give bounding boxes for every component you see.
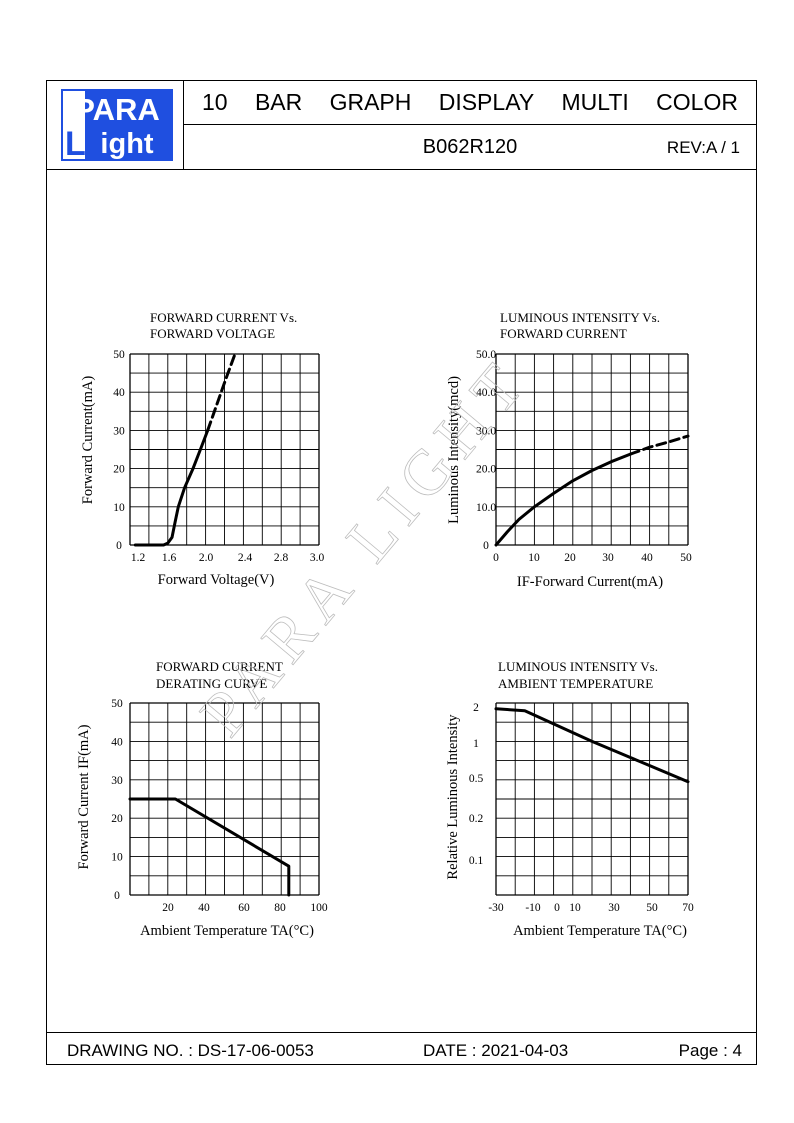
- x-axis-label: Forward Voltage(V): [158, 572, 275, 588]
- series-line-dashed: [206, 352, 237, 432]
- series-line-dashed: [628, 434, 690, 456]
- y-tick-label: 2: [473, 702, 479, 714]
- y-tick-label: 0: [116, 540, 122, 552]
- y-axis-label: Forward Current IF(mA): [76, 724, 92, 869]
- chart-title: LUMINOUS INTENSITY Vs.: [498, 659, 658, 674]
- x-tick-label: 0: [493, 552, 499, 564]
- y-tick-label: 40: [111, 736, 123, 748]
- x-tick-label: 50: [646, 902, 658, 914]
- drawing-date: DATE : 2021-04-03: [423, 1041, 569, 1060]
- x-tick-label: 10: [569, 902, 581, 914]
- title-word: 10: [202, 89, 228, 115]
- document-header: L PARA ight 10 BAR GRAPH DISPLAY MULTI COLOR …: [47, 81, 756, 170]
- x-tick-label: 2.8: [274, 552, 289, 564]
- chart-4: LUMINOUS INTENSITY Vs. AMBIENT TEMPERATUR…: [445, 659, 694, 939]
- logo-bottom-text: ight: [100, 128, 153, 160]
- x-axis-label: IF-Forward Current(mA): [517, 574, 663, 590]
- y-tick-label: 0.1: [469, 855, 484, 867]
- x-tick-label: -30: [488, 902, 504, 914]
- x-tick-label: 50: [680, 552, 692, 564]
- x-tick-label: 1.6: [162, 552, 177, 564]
- chart-grid: [495, 353, 689, 546]
- x-tick-label: 40: [198, 902, 210, 914]
- y-tick-label: 0: [114, 890, 120, 902]
- y-tick-label: 0.5: [469, 773, 484, 785]
- series-line: [494, 707, 690, 784]
- chart-3: FORWARD CURRENT DERATING CURVE Ambient Tem…: [76, 659, 328, 939]
- chart-title: LUMINOUS INTENSITY Vs.: [500, 310, 660, 325]
- part-number-row: B062R120 REV:A / 1: [184, 126, 756, 169]
- chart-1: FORWARD CURRENT Vs.FORWARD VOLTAGE Forwar…: [80, 310, 324, 588]
- title-word: BAR: [254, 89, 303, 115]
- y-tick-label: 0: [483, 540, 489, 552]
- y-tick-label: 1: [473, 738, 479, 750]
- y-tick-label: 50: [113, 349, 125, 361]
- x-axis-label: Ambient Temperature TA(°C): [140, 923, 314, 939]
- chart-title: FORWARD VOLTAGE: [150, 326, 275, 341]
- title-word: DISPLAY: [438, 89, 535, 115]
- chart-title: AMBIENT TEMPERATURE: [498, 676, 653, 691]
- chart-title: FORWARD CURRENT: [156, 659, 283, 674]
- x-tick-label: 1.2: [131, 552, 146, 564]
- x-tick-label: 2.4: [238, 552, 253, 564]
- document-title: 10 BAR GRAPH DISPLAY MULTI COLOR: [184, 81, 756, 125]
- y-tick-label: 30: [111, 775, 123, 787]
- y-tick-label: 40: [113, 387, 125, 399]
- y-axis-label: Luminous Intensity(mcd): [446, 376, 462, 524]
- y-tick-label: 40.0: [476, 387, 496, 399]
- y-tick-label: 30: [113, 425, 125, 437]
- series-line: [494, 452, 632, 547]
- x-tick-label: 10: [528, 552, 540, 564]
- chart-grid: [495, 702, 689, 896]
- series-line: [133, 428, 210, 547]
- title-word: GRAPH: [329, 89, 412, 115]
- logo-letter: L: [65, 125, 86, 161]
- drawing-number: DRAWING NO. : DS-17-06-0053: [67, 1041, 314, 1060]
- y-tick-label: 10: [111, 852, 123, 864]
- x-tick-label: 0: [554, 902, 560, 914]
- y-tick-label: 20: [113, 464, 125, 476]
- y-tick-label: 0.2: [469, 813, 484, 825]
- y-tick-label: 50: [111, 698, 123, 710]
- revision: REV:A / 1: [666, 138, 740, 157]
- y-tick-label: 20.0: [476, 464, 496, 476]
- page-number: Page : 4: [678, 1041, 742, 1060]
- y-tick-label: 20: [111, 813, 123, 825]
- x-tick-label: 30: [608, 902, 620, 914]
- title-word: COLOR: [656, 89, 738, 115]
- y-tick-label: 50.0: [476, 349, 496, 361]
- document-frame: L PARA ight 10 BAR GRAPH DISPLAY MULTI COLOR …: [46, 80, 757, 1065]
- x-tick-label: 20: [564, 552, 576, 564]
- y-axis-label: Relative Luminous Intensity: [445, 714, 461, 880]
- para-light-logo: L PARA ight: [61, 89, 173, 161]
- x-tick-label: -10: [525, 902, 541, 914]
- x-tick-label: 70: [682, 902, 694, 914]
- logo-top-text: PARA: [74, 92, 160, 127]
- y-tick-label: 10.0: [476, 502, 496, 514]
- x-axis-label: Ambient Temperature TA(°C): [513, 923, 687, 939]
- x-tick-label: 30: [602, 552, 614, 564]
- chart-title: FORWARD CURRENT: [500, 326, 627, 341]
- x-tick-label: 100: [310, 902, 328, 914]
- part-number: B062R120: [422, 136, 518, 158]
- y-tick-label: 30.0: [476, 425, 496, 437]
- title-word: MULTI: [561, 89, 629, 115]
- x-tick-label: 20: [162, 902, 174, 914]
- document-footer: DRAWING NO. : DS-17-06-0053 DATE : 2021-…: [47, 1032, 756, 1065]
- x-tick-label: 3.0: [310, 552, 325, 564]
- y-tick-label: 10: [113, 502, 125, 514]
- x-tick-label: 40: [641, 552, 653, 564]
- x-tick-label: 80: [274, 902, 286, 914]
- series-line: [128, 797, 291, 897]
- x-tick-label: 2.0: [199, 552, 214, 564]
- chart-title: DERATING CURVE: [156, 676, 267, 691]
- x-tick-label: 60: [238, 902, 250, 914]
- chart-2: LUMINOUS INTENSITY Vs.FORWARD CURRENT IF-…: [446, 310, 692, 590]
- y-axis-label: Forward Current(mA): [80, 376, 96, 505]
- logo-cell: L PARA ight: [47, 81, 184, 169]
- chart-title: FORWARD CURRENT Vs.: [150, 310, 297, 325]
